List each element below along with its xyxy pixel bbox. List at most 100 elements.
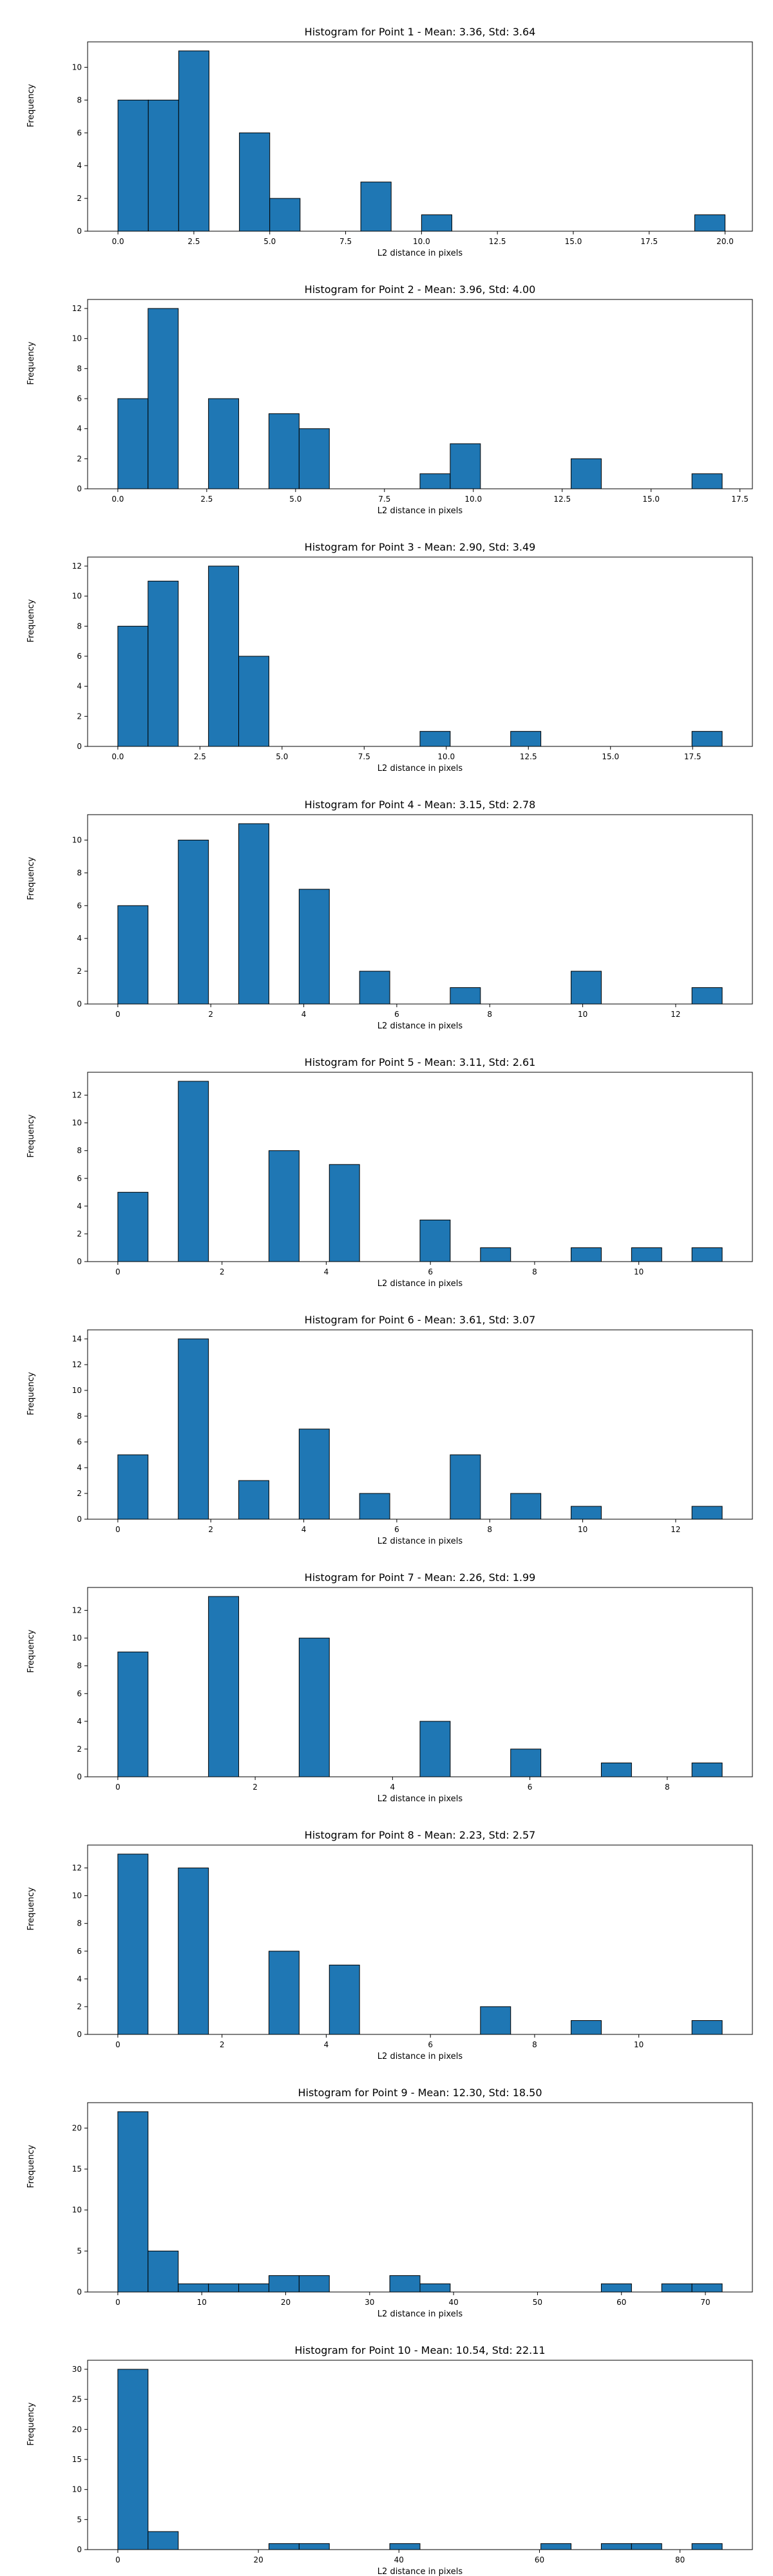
y-tick-label: 8 xyxy=(77,95,82,104)
histogram-bar xyxy=(268,1150,300,1262)
y-tick-label: 10 xyxy=(72,2485,82,2494)
x-tick-label: 4 xyxy=(324,1267,329,1276)
histogram-bar xyxy=(359,1493,390,1520)
x-axis-ticks: 0 2 4 6 8 10 xyxy=(115,1262,644,1276)
histogram-bar xyxy=(238,1480,269,1520)
histogram-bar xyxy=(178,1081,209,1262)
y-tick-label: 10 xyxy=(72,1891,82,1900)
y-tick-label: 0 xyxy=(77,742,82,751)
x-tick-label: 7.5 xyxy=(378,495,390,504)
x-tick-label: 17.5 xyxy=(640,237,658,246)
histogram-bar xyxy=(571,2020,602,2035)
y-axis-label: Frequency xyxy=(26,2402,36,2445)
x-axis-label: L2 distance in pixels xyxy=(377,249,463,258)
x-tick-label: 6 xyxy=(428,1267,433,1276)
y-tick-label: 2 xyxy=(77,967,82,976)
histogram-bar xyxy=(329,1164,360,1262)
x-tick-label: 7.5 xyxy=(358,752,370,761)
plot-frame xyxy=(87,1587,753,1777)
chart-title: Histogram for Point 7 - Mean: 2.26, Std:… xyxy=(305,1571,536,1584)
y-tick-label: 12 xyxy=(72,562,82,571)
x-tick-label: 0 xyxy=(115,1525,120,1534)
histogram-bar xyxy=(329,1964,360,2035)
histogram-bar xyxy=(691,2020,723,2035)
histogram-bar xyxy=(421,214,452,232)
y-axis-label: Frequency xyxy=(26,857,36,900)
histogram-bar xyxy=(480,2006,511,2035)
histogram-bar xyxy=(178,2283,209,2293)
x-tick-label: 20 xyxy=(253,2555,263,2564)
y-tick-label: 12 xyxy=(72,1360,82,1369)
histogram-bar xyxy=(178,1868,209,2035)
histogram-bar xyxy=(600,2543,632,2550)
x-tick-label: 6 xyxy=(394,1525,399,1534)
y-axis-ticks: 0 2 4 6 8 10 12 xyxy=(72,1864,88,2039)
histogram-bar xyxy=(208,565,240,747)
y-axis-label: Frequency xyxy=(26,341,36,384)
y-axis-label: Frequency xyxy=(26,2145,36,2188)
histogram-bar xyxy=(117,2369,149,2550)
x-axis-ticks: 0 10 20 30 40 50 60 70 xyxy=(115,2292,711,2307)
y-tick-label: 25 xyxy=(72,2395,82,2404)
x-tick-label: 15.0 xyxy=(565,237,582,246)
chart-title: Histogram for Point 10 - Mean: 10.54, St… xyxy=(294,2344,545,2356)
y-tick-label: 6 xyxy=(77,1174,82,1183)
y-tick-label: 4 xyxy=(77,934,82,943)
x-axis-label: L2 distance in pixels xyxy=(377,2309,463,2319)
histogram-bar xyxy=(298,428,330,489)
y-axis-label: Frequency xyxy=(26,1887,36,1930)
histogram-bar xyxy=(691,1247,723,1262)
x-tick-label: 7.5 xyxy=(339,237,352,246)
histogram-bar xyxy=(298,2543,330,2550)
chart-title: Histogram for Point 2 - Mean: 3.96, Std:… xyxy=(305,283,536,296)
x-tick-label: 0 xyxy=(115,2298,120,2307)
y-tick-label: 0 xyxy=(77,1772,82,1781)
chart-title: Histogram for Point 8 - Mean: 2.23, Std:… xyxy=(305,1829,536,1841)
y-tick-label: 12 xyxy=(72,1606,82,1615)
x-tick-label: 8 xyxy=(665,1783,670,1792)
y-tick-label: 10 xyxy=(72,835,82,844)
x-tick-label: 5.0 xyxy=(263,237,276,246)
y-tick-label: 8 xyxy=(77,364,82,373)
y-tick-label: 6 xyxy=(77,901,82,910)
histogram-bar xyxy=(360,182,392,232)
histogram-bar xyxy=(268,413,300,489)
x-tick-label: 30 xyxy=(365,2298,374,2307)
y-tick-label: 2 xyxy=(77,194,82,203)
histogram-bars xyxy=(117,2111,723,2293)
histogram-bar xyxy=(691,473,723,489)
histogram-panel-4: Histogram for Point 4 - Mean: 3.15, Std:… xyxy=(26,799,753,1031)
y-axis-ticks: 0 2 4 6 8 10 12 xyxy=(72,1606,88,1781)
x-tick-label: 40 xyxy=(394,2555,404,2564)
x-tick-label: 12.5 xyxy=(489,237,506,246)
x-axis-ticks: 0.0 2.5 5.0 7.5 10.0 12.5 15.0 17.5 20.0 xyxy=(112,231,734,246)
x-tick-label: 8 xyxy=(532,1267,537,1276)
y-tick-label: 4 xyxy=(77,1202,82,1211)
x-tick-label: 40 xyxy=(448,2298,458,2307)
y-tick-label: 20 xyxy=(72,2425,82,2434)
histogram-bar xyxy=(117,1454,149,1520)
histogram-bar xyxy=(238,656,269,747)
histogram-bar xyxy=(268,2543,300,2550)
x-tick-label: 4 xyxy=(301,1525,307,1534)
histogram-bar xyxy=(389,2275,421,2293)
x-tick-label: 12.5 xyxy=(553,495,571,504)
histogram-bar xyxy=(510,731,542,747)
y-tick-label: 4 xyxy=(77,682,82,691)
x-tick-label: 10 xyxy=(578,1525,587,1534)
x-tick-label: 20.0 xyxy=(716,237,734,246)
y-tick-label: 8 xyxy=(77,868,82,877)
x-tick-label: 12.5 xyxy=(520,752,537,761)
histogram-bar xyxy=(571,971,602,1005)
y-tick-label: 6 xyxy=(77,128,82,137)
y-axis-label: Frequency xyxy=(26,1629,36,1672)
histogram-bar xyxy=(117,905,149,1005)
plot-frame xyxy=(87,1329,753,1520)
y-tick-label: 6 xyxy=(77,1437,82,1446)
x-tick-label: 10 xyxy=(197,2298,207,2307)
histogram-bar xyxy=(480,1247,511,1262)
y-tick-label: 2 xyxy=(77,1489,82,1498)
y-tick-label: 2 xyxy=(77,1229,82,1238)
plot-frame xyxy=(87,1072,753,1262)
